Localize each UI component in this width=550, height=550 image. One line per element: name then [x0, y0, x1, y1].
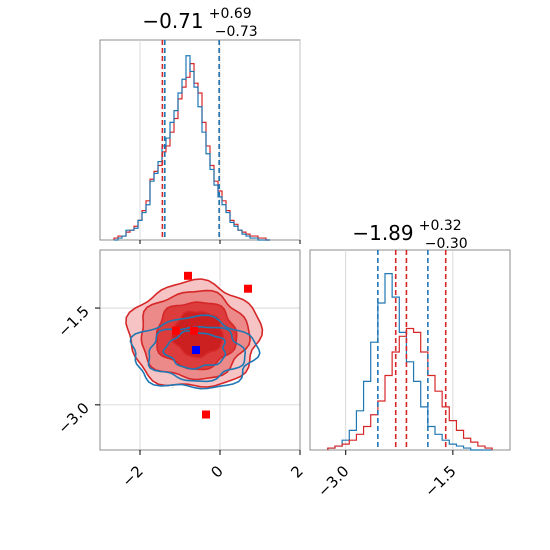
contour-blue-level: [147, 325, 247, 383]
top-histogram-title: −0.71 +0.69 −0.73: [142, 3, 257, 40]
right-histogram-title: −1.89 +0.32 −0.30: [352, 215, 467, 252]
contour-markers: [172, 271, 252, 419]
right-histogram-xtick-label: −3.0: [314, 462, 352, 500]
right-histogram-grid: [345, 250, 454, 450]
right-histogram-step-blue: [327, 273, 493, 451]
panel-contour: −2 0 2 −1.5 −3.0: [54, 249, 307, 490]
contour-red-marker: [244, 284, 252, 293]
right-histogram-ticks: −3.0 −1.5: [314, 450, 460, 501]
contour-xtick-label: −2: [118, 462, 146, 490]
contour-red-marker: [184, 271, 192, 280]
top-histogram-bars: [113, 55, 270, 241]
panel-right-histogram: −3.0 −1.5 −1.89 +0.32 −0.30: [309, 215, 511, 501]
top-title-sup: +0.69: [209, 6, 252, 22]
contour-sample-point: [171, 386, 174, 389]
contour-blue-level: [162, 330, 227, 370]
top-histogram-step-red: [113, 63, 270, 241]
right-histogram-xtick-label: −1.5: [421, 462, 459, 500]
contour-blue-level: [129, 314, 261, 390]
contour-blue-marker: [192, 346, 200, 354]
top-title-sub: −0.73: [215, 24, 258, 40]
top-histogram-grid: [139, 40, 301, 244]
contour-ytick-label: −1.5: [54, 302, 92, 340]
right-title-sub: −0.30: [425, 236, 468, 252]
right-title-sup: +0.32: [419, 218, 462, 234]
panel-top-histogram: −0.71 +0.69 −0.73: [99, 3, 301, 244]
contour-blue-levels: [129, 314, 261, 390]
top-title-main: −0.71: [142, 9, 203, 33]
contour-red-marker: [190, 326, 198, 335]
right-histogram-bars: [327, 273, 493, 451]
right-histogram-quantile-lines: [377, 250, 447, 450]
right-histogram-step-red: [327, 327, 493, 450]
top-histogram-quantile-lines: [161, 40, 220, 240]
contour-ytick-label: −3.0: [54, 399, 92, 437]
right-title-main: −1.89: [352, 221, 413, 245]
contour-red-marker: [172, 326, 180, 335]
top-histogram-frame: [99, 39, 301, 241]
contour-xtick-label: 2: [287, 462, 306, 481]
top-histogram-step-blue: [114, 55, 270, 241]
contour-xtick-label: 0: [207, 462, 226, 481]
contour-red-marker: [202, 410, 210, 419]
contour-frame: [99, 249, 301, 451]
right-histogram-frame: [309, 249, 511, 451]
